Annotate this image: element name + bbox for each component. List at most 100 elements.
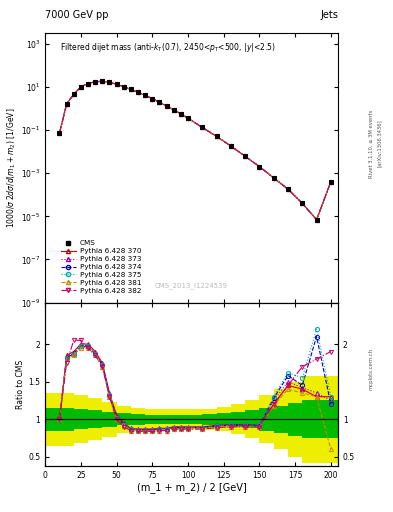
Pythia 6.428 370 bbox=[64, 101, 69, 107]
Pythia 6.428 370 bbox=[143, 92, 147, 98]
Pythia 6.428 374 bbox=[100, 78, 105, 84]
Pythia 6.428 381 bbox=[228, 143, 233, 149]
Pythia 6.428 370 bbox=[136, 89, 140, 95]
Pythia 6.428 382 bbox=[178, 111, 183, 117]
CMS bbox=[157, 99, 162, 105]
CMS bbox=[257, 163, 262, 169]
Pythia 6.428 373 bbox=[79, 83, 83, 90]
Pythia 6.428 370 bbox=[107, 79, 112, 86]
Pythia 6.428 373 bbox=[129, 87, 133, 93]
Pythia 6.428 375 bbox=[100, 78, 105, 84]
Pythia 6.428 374 bbox=[200, 124, 205, 131]
Pythia 6.428 382 bbox=[314, 217, 319, 223]
Pythia 6.428 382 bbox=[121, 83, 126, 90]
X-axis label: (m_1 + m_2) / 2 [GeV]: (m_1 + m_2) / 2 [GeV] bbox=[137, 482, 246, 494]
Pythia 6.428 370 bbox=[171, 107, 176, 113]
Pythia 6.428 382 bbox=[228, 143, 233, 149]
Pythia 6.428 374 bbox=[107, 79, 112, 86]
Pythia 6.428 381 bbox=[171, 107, 176, 113]
Pythia 6.428 382 bbox=[329, 179, 333, 185]
CMS bbox=[93, 79, 97, 85]
Pythia 6.428 374 bbox=[329, 179, 333, 185]
Line: Pythia 6.428 370: Pythia 6.428 370 bbox=[57, 79, 333, 222]
Legend: CMS, Pythia 6.428 370, Pythia 6.428 373, Pythia 6.428 374, Pythia 6.428 375, Pyt: CMS, Pythia 6.428 370, Pythia 6.428 373,… bbox=[61, 241, 141, 294]
Pythia 6.428 381 bbox=[57, 130, 62, 136]
Pythia 6.428 375 bbox=[157, 99, 162, 105]
CMS bbox=[185, 115, 190, 121]
Pythia 6.428 381 bbox=[200, 124, 205, 131]
Pythia 6.428 373 bbox=[107, 79, 112, 86]
Pythia 6.428 374 bbox=[136, 89, 140, 95]
CMS bbox=[228, 143, 233, 149]
Pythia 6.428 374 bbox=[271, 175, 276, 181]
Pythia 6.428 373 bbox=[164, 103, 169, 109]
CMS bbox=[57, 130, 62, 136]
Pythia 6.428 375 bbox=[300, 200, 305, 206]
Pythia 6.428 370 bbox=[72, 91, 76, 97]
Pythia 6.428 381 bbox=[243, 153, 248, 159]
CMS bbox=[114, 81, 119, 88]
Pythia 6.428 382 bbox=[136, 89, 140, 95]
Pythia 6.428 382 bbox=[79, 83, 83, 90]
Pythia 6.428 382 bbox=[164, 103, 169, 109]
Pythia 6.428 381 bbox=[143, 92, 147, 98]
Pythia 6.428 373 bbox=[171, 107, 176, 113]
Pythia 6.428 381 bbox=[214, 133, 219, 139]
Pythia 6.428 375 bbox=[243, 153, 248, 159]
Pythia 6.428 382 bbox=[64, 101, 69, 107]
CMS bbox=[79, 83, 83, 90]
CMS bbox=[143, 92, 147, 98]
Pythia 6.428 375 bbox=[107, 79, 112, 86]
CMS bbox=[300, 200, 305, 206]
Pythia 6.428 374 bbox=[143, 92, 147, 98]
Pythia 6.428 382 bbox=[72, 91, 76, 97]
Text: 7000 GeV pp: 7000 GeV pp bbox=[45, 10, 109, 20]
Pythia 6.428 374 bbox=[93, 79, 97, 85]
Pythia 6.428 373 bbox=[121, 83, 126, 90]
Pythia 6.428 375 bbox=[121, 83, 126, 90]
Pythia 6.428 382 bbox=[200, 124, 205, 131]
Pythia 6.428 370 bbox=[57, 130, 62, 136]
Pythia 6.428 373 bbox=[329, 179, 333, 185]
Pythia 6.428 382 bbox=[157, 99, 162, 105]
Pythia 6.428 382 bbox=[271, 175, 276, 181]
Text: CMS_2013_I1224539: CMS_2013_I1224539 bbox=[155, 283, 228, 289]
Pythia 6.428 374 bbox=[114, 81, 119, 88]
Pythia 6.428 374 bbox=[286, 186, 290, 193]
Pythia 6.428 374 bbox=[164, 103, 169, 109]
Pythia 6.428 375 bbox=[164, 103, 169, 109]
Pythia 6.428 374 bbox=[150, 96, 155, 102]
Pythia 6.428 370 bbox=[121, 83, 126, 90]
Pythia 6.428 374 bbox=[86, 80, 90, 87]
Pythia 6.428 374 bbox=[72, 91, 76, 97]
Pythia 6.428 370 bbox=[178, 111, 183, 117]
Pythia 6.428 381 bbox=[136, 89, 140, 95]
Pythia 6.428 375 bbox=[200, 124, 205, 131]
Pythia 6.428 381 bbox=[79, 83, 83, 90]
Pythia 6.428 381 bbox=[114, 81, 119, 88]
Pythia 6.428 382 bbox=[57, 130, 62, 136]
Pythia 6.428 370 bbox=[271, 175, 276, 181]
Pythia 6.428 373 bbox=[185, 115, 190, 121]
CMS bbox=[171, 107, 176, 113]
Pythia 6.428 382 bbox=[257, 163, 262, 169]
Pythia 6.428 370 bbox=[228, 143, 233, 149]
Pythia 6.428 373 bbox=[136, 89, 140, 95]
Pythia 6.428 381 bbox=[329, 179, 333, 185]
CMS bbox=[100, 78, 105, 84]
Pythia 6.428 375 bbox=[185, 115, 190, 121]
Text: Filtered dijet mass (anti-$k_{\rm T}$(0.7), 2450<$p_{\rm T}$<500, $|y|$<2.5): Filtered dijet mass (anti-$k_{\rm T}$(0.… bbox=[60, 41, 275, 54]
Pythia 6.428 373 bbox=[64, 101, 69, 107]
Pythia 6.428 375 bbox=[114, 81, 119, 88]
Pythia 6.428 374 bbox=[121, 83, 126, 90]
Pythia 6.428 370 bbox=[329, 179, 333, 185]
Pythia 6.428 374 bbox=[64, 101, 69, 107]
CMS bbox=[164, 103, 169, 109]
Pythia 6.428 381 bbox=[271, 175, 276, 181]
Line: Pythia 6.428 382: Pythia 6.428 382 bbox=[57, 79, 333, 222]
Pythia 6.428 381 bbox=[129, 87, 133, 93]
Pythia 6.428 375 bbox=[64, 101, 69, 107]
CMS bbox=[314, 217, 319, 223]
Pythia 6.428 373 bbox=[286, 186, 290, 193]
Pythia 6.428 382 bbox=[86, 80, 90, 87]
